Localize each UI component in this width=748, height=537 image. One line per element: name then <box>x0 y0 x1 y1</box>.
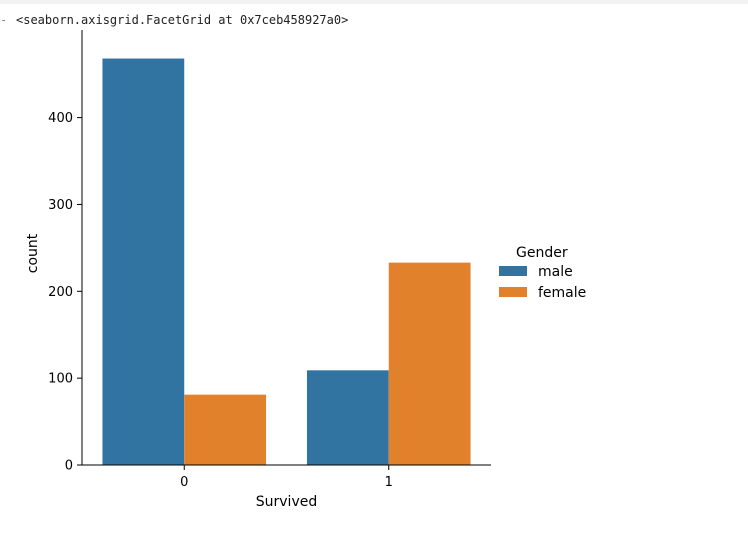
output-top-bar <box>0 0 748 4</box>
y-tick-label: 400 <box>48 111 73 126</box>
y-tick-label: 100 <box>48 372 73 387</box>
legend-swatch-male <box>499 266 527 276</box>
legend-title: Gender <box>516 245 568 261</box>
bar-male-1 <box>306 370 389 465</box>
legend-label-male: male <box>538 264 573 280</box>
axes-group <box>81 30 491 466</box>
y-axis-label: count <box>25 233 41 273</box>
x-axis-label: Survived <box>256 494 317 510</box>
y-tick-label: 0 <box>65 459 73 474</box>
output-text: <seaborn.axisgrid.FacetGrid at 0x7ceb458… <box>16 13 349 27</box>
bar-female-1 <box>388 262 471 465</box>
x-tick-label: 0 <box>180 475 188 490</box>
bars-group <box>102 58 471 466</box>
bar-male-0 <box>102 58 185 466</box>
y-tick-label: 200 <box>48 285 73 300</box>
legend-swatch-female <box>499 287 527 297</box>
legend: Gender male female <box>499 245 586 301</box>
bar-female-0 <box>184 394 267 465</box>
y-ticks-group: 0 100 200 300 400 <box>48 111 82 474</box>
output-marker: - <box>0 13 8 27</box>
x-tick-label: 1 <box>385 475 393 490</box>
cell-output-line: - <seaborn.axisgrid.FacetGrid at 0x7ceb45… <box>0 10 348 30</box>
legend-label-female: female <box>538 285 586 301</box>
y-tick-label: 300 <box>48 198 73 213</box>
